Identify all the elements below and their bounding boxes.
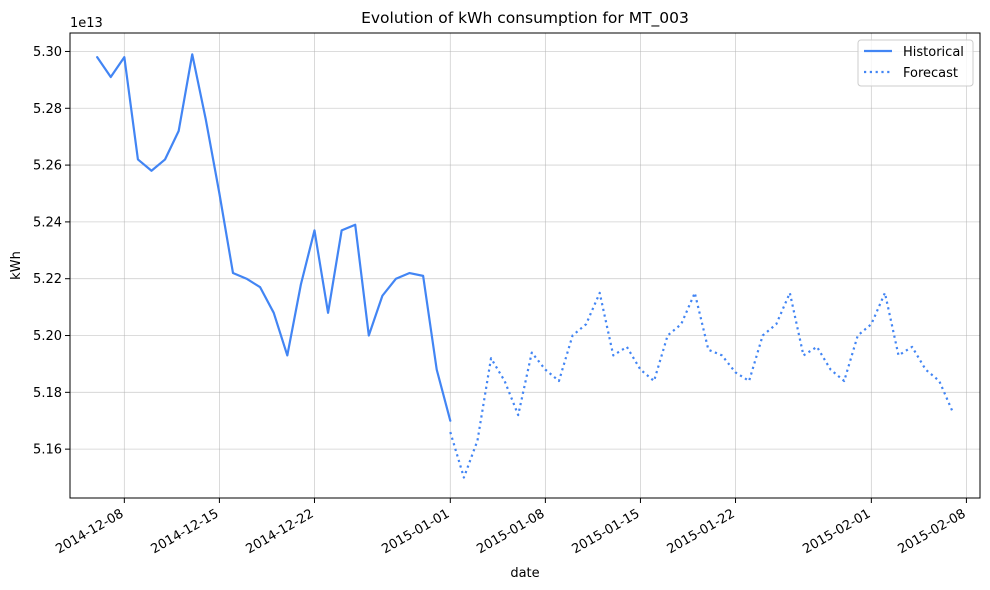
plot-frame [69, 32, 981, 499]
y-tick-label: 5.22 [33, 272, 62, 287]
legend-label-historical: Historical [903, 45, 964, 60]
y-tick-label: 5.20 [33, 329, 62, 344]
y-axis-label: kWh [9, 251, 24, 280]
y-offset-label: 1e13 [70, 16, 103, 31]
y-tick-label: 5.24 [33, 215, 62, 230]
y-tick-label: 5.30 [33, 45, 62, 60]
series-layer [96, 53, 954, 479]
legend: Historical Forecast [857, 39, 974, 87]
y-axis-ticks: 5.16 5.18 5.20 5.22 5.24 5.26 5.28 5.30 [33, 45, 70, 458]
series-line-forecast [449, 291, 954, 479]
x-axis-label: date [510, 566, 539, 581]
series-line-historical [96, 53, 452, 422]
legend-label-forecast: Forecast [903, 66, 958, 81]
y-tick-label: 5.16 [33, 443, 62, 458]
y-tick-label: 5.28 [33, 102, 62, 117]
grid [70, 33, 980, 498]
y-tick-label: 5.26 [33, 159, 62, 174]
chart-title: Evolution of kWh consumption for MT_003 [361, 9, 689, 28]
y-tick-label: 5.18 [33, 386, 62, 401]
